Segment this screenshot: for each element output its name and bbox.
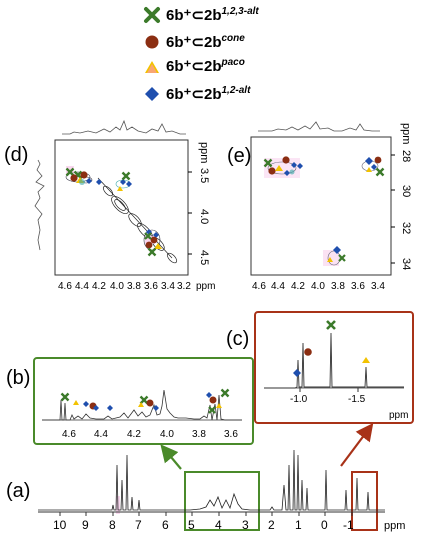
panel-c-inset: (c) -1.0 -1.5 ppm (213, 311, 414, 424)
cosy-diagonal (97, 177, 178, 264)
a-xtick-11: -1 (343, 518, 354, 532)
panel-e-xaxis: 4.6 4.4 4.2 4.0 3.8 3.6 3.4 (252, 281, 385, 292)
a-xtick-8: 2 (268, 518, 275, 532)
legend-item-paco: 6b⁺⊂2bpaco (145, 57, 245, 75)
d-xtick-6: 3.4 (161, 281, 175, 292)
svg-text:6b⁺⊂2b1,2,3-alt: 6b⁺⊂2b1,2,3-alt (166, 6, 259, 24)
svg-text:6b⁺⊂2bpaco: 6b⁺⊂2bpaco (166, 57, 245, 75)
panel-e-markers (263, 156, 385, 262)
c-xtick-0: -1.0 (290, 394, 308, 405)
panel-label-a: (a) (6, 480, 30, 502)
e-xtick-4: 3.8 (331, 281, 345, 292)
panel-label-b: (b) (6, 367, 30, 389)
legend-species-2: 6b⁺⊂2b (166, 58, 222, 75)
a-xtick-4: 6 (162, 518, 169, 532)
b-xtick-3: 4.0 (160, 429, 174, 440)
a-xtick-3: 7 (135, 518, 142, 532)
e-ytick-2: 32 (400, 222, 412, 234)
a-xtick-2: 8 (109, 518, 116, 532)
panel-d-cosy: (d) (4, 119, 215, 292)
legend: 6b⁺⊂2b1,2,3-alt 6b⁺⊂2bcone 6b⁺⊂2bpaco 6b… (144, 6, 259, 103)
panel-d-xaxis: 4.6 4.4 4.2 4.0 3.8 3.6 3.4 3.2 ppm (58, 281, 215, 292)
a-xtick-0: 10 (53, 518, 67, 532)
e-ytick-0: 28 (400, 150, 412, 162)
e-xtick-1: 4.4 (271, 281, 285, 292)
legend-species-1: 6b⁺⊂2b (166, 34, 222, 51)
d-xtick-5: 3.6 (144, 281, 158, 292)
x-cross-marker-icon (144, 7, 160, 23)
a-xtick-6: 4 (215, 518, 222, 532)
e-xtick-2: 4.2 (291, 281, 305, 292)
legend-item-cone: 6b⁺⊂2bcone (145, 33, 245, 51)
panel-label-c: (c) (226, 328, 249, 350)
diamond-marker-icon (145, 87, 159, 101)
svg-text:6b⁺⊂2b1,2-alt: 6b⁺⊂2b1,2-alt (166, 85, 251, 103)
d-ytick-0: 3.5 (198, 168, 210, 183)
e-ytick-3: 34 (400, 258, 412, 270)
legend-super-2: paco (221, 57, 245, 68)
c-xtick-1: -1.5 (348, 394, 366, 405)
c-xlabel: ppm (389, 410, 408, 421)
d-ytick-2: 4.5 (198, 250, 210, 265)
d-ylabel: ppm (198, 142, 210, 163)
legend-item-123alt: 6b⁺⊂2b1,2,3-alt (144, 6, 259, 24)
e-ytick-1: 30 (400, 185, 412, 197)
e-ylabel: ppm (400, 123, 412, 144)
panel-d-yaxis: 3.5 4.0 4.5 ppm (188, 142, 210, 265)
panel-b-markers (60, 388, 230, 414)
b-xtick-2: 4.2 (127, 429, 141, 440)
e-xtick-5: 3.6 (351, 281, 365, 292)
legend-item-12alt: 6b⁺⊂2b1,2-alt (145, 85, 251, 103)
a-xtick-1: 9 (82, 518, 89, 532)
panel-label-d: (d) (4, 144, 28, 166)
e-xtick-6: 3.4 (371, 281, 385, 292)
d-xlabel: ppm (196, 281, 215, 292)
panel-d-markers (65, 167, 162, 257)
b-xtick-1: 4.4 (94, 429, 108, 440)
d-ytick-1: 4.0 (198, 209, 210, 224)
panel-b-inset: (b) 4.6 4.4 4.2 4.0 3.8 3.6 (6, 357, 254, 445)
panel-e-yaxis: 28 30 32 34 ppm (391, 123, 412, 270)
b-xtick-5: 3.6 (224, 429, 238, 440)
e-xtick-0: 4.6 (252, 281, 266, 292)
a-xtick-9: 1 (295, 518, 302, 532)
a-xtick-5: 5 (188, 518, 195, 532)
svg-text:6b⁺⊂2bcone: 6b⁺⊂2bcone (166, 33, 245, 51)
a-xtick-7: 3 (242, 518, 249, 532)
d-xtick-7: 3.2 (177, 281, 191, 292)
legend-species-0: 6b⁺⊂2b (166, 7, 222, 24)
arrow-b (160, 444, 182, 470)
arrow-c (340, 422, 374, 467)
panel-c-markers (293, 320, 370, 377)
b-xtick-0: 4.6 (62, 429, 76, 440)
panel-a-spectrum (38, 449, 385, 511)
legend-super-1: cone (222, 33, 246, 44)
panel-a-1h-spectrum: (a) 10 9 8 7 6 5 4 3 2 1 0 -1 ppm (6, 449, 405, 532)
circle-marker-icon (145, 35, 159, 49)
panel-c-spectrum (264, 332, 404, 389)
b-xtick-4: 3.8 (192, 429, 206, 440)
legend-super-3: 1,2-alt (222, 85, 252, 96)
panel-e-hsqc: (e) (227, 121, 412, 292)
a-xlabel: ppm (384, 520, 405, 532)
d-xtick-4: 3.8 (127, 281, 141, 292)
e-xtick-3: 4.0 (311, 281, 325, 292)
d-xtick-1: 4.4 (75, 281, 89, 292)
d-xtick-2: 4.2 (92, 281, 106, 292)
panel-b-spectrum (42, 389, 242, 421)
legend-species-3: 6b⁺⊂2b (166, 86, 222, 103)
d-xtick-3: 4.0 (110, 281, 124, 292)
a-xtick-10: 0 (321, 518, 328, 532)
legend-super-0: 1,2,3-alt (222, 6, 260, 17)
panel-label-e: (e) (227, 145, 251, 167)
d-xtick-0: 4.6 (58, 281, 72, 292)
